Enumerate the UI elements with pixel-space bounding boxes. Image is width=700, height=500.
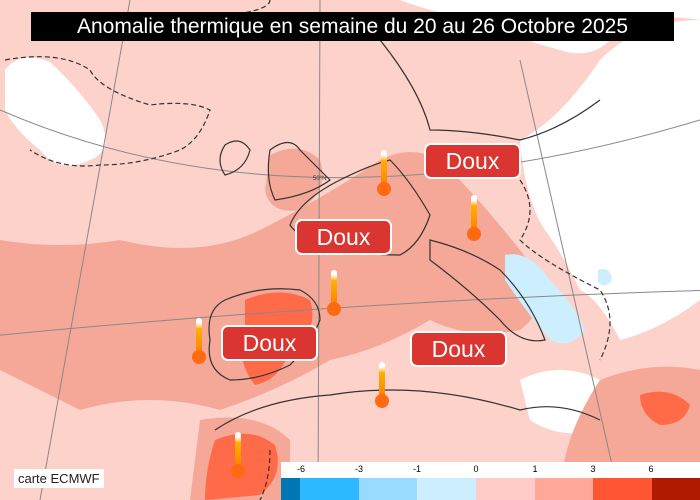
thermometer-icon: [327, 270, 341, 316]
neutral-zone-atlantic: [5, 57, 106, 166]
legend-swatch: [535, 478, 593, 500]
thermometer-icon: [377, 150, 391, 196]
legend-tick: -6: [296, 464, 306, 474]
label-doux-spain: Doux: [221, 325, 318, 361]
color-legend: -6 -3 -1 0 1 3 6: [281, 462, 700, 500]
legend-swatch: [593, 478, 652, 500]
label-doux-france: Doux: [295, 219, 392, 255]
legend-tick: -1: [412, 464, 422, 474]
legend-tick: 0: [473, 464, 479, 474]
legend-tick: -3: [354, 464, 364, 474]
legend-swatch: [281, 478, 300, 500]
source-credit: carte ECMWF: [14, 469, 104, 488]
legend-tick: 3: [590, 464, 596, 474]
map-title: Anomalie thermique en semaine du 20 au 2…: [31, 12, 674, 41]
thermometer-icon: [231, 432, 245, 478]
thermometer-icon: [192, 318, 206, 364]
warm-zone-west: [0, 152, 540, 410]
label-doux-mediterranean: Doux: [410, 331, 507, 367]
latitude-label: 50°N: [313, 176, 326, 182]
legend-swatch: [300, 478, 359, 500]
thermometer-icon: [375, 362, 389, 408]
thermometer-icon: [467, 195, 481, 241]
legend-swatch: [359, 478, 417, 500]
legend-swatch: [476, 478, 535, 500]
legend-swatch: [417, 478, 476, 500]
cool-zone-adriatic: [505, 254, 585, 344]
legend-tick: 1: [532, 464, 538, 474]
label-doux-germany: Doux: [424, 143, 521, 179]
legend-swatch: [652, 478, 700, 500]
legend-tick: 6: [648, 464, 654, 474]
